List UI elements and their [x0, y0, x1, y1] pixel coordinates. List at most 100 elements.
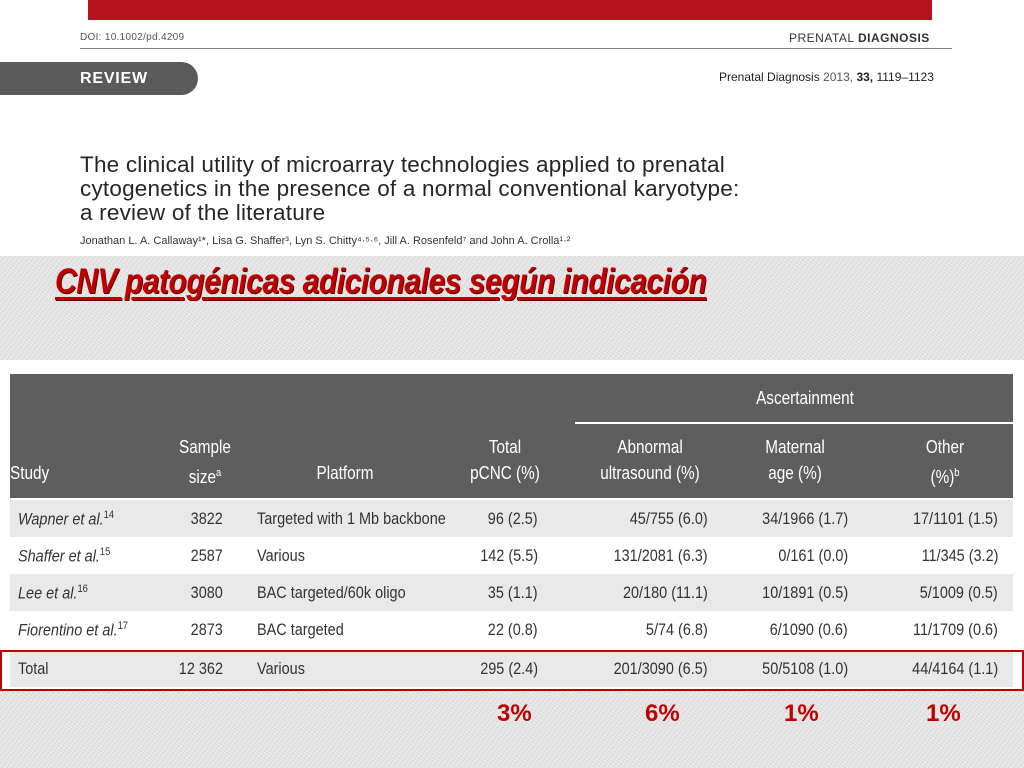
cell-study-name: Wapner et al. [18, 509, 104, 529]
cell-sample: 12 362 [178, 659, 223, 678]
header-other: Other (%)b [907, 434, 984, 490]
paper-authors: Jonathan L. A. Callaway¹*, Lisa G. Shaff… [80, 235, 571, 247]
cell-abnormal: 201/3090 (6.5) [613, 659, 708, 678]
cell-study: Fiorentino et al.17 [18, 620, 128, 641]
cell-study-ref: 17 [117, 620, 129, 632]
background-texture-bottom [0, 690, 1024, 768]
journal-name: PRENATAL DIAGNOSIS [789, 31, 930, 45]
percentage-other: 1% [926, 700, 961, 727]
header-abnormal-ultrasound: Abnormal ultrasound (%) [591, 434, 710, 486]
background-texture-band [0, 256, 1024, 360]
header-other-line-1: Other [925, 437, 965, 457]
header-other-line-2: (%)b [907, 460, 984, 490]
cell-study: Shaffer et al.15 [18, 546, 110, 567]
cell-maternal: 6/1090 (0.6) [770, 620, 848, 639]
header-maternal-line-1: Maternal [765, 437, 825, 457]
header-sample-line-2: sizea [167, 460, 244, 490]
header-abnormal-line-2: ultrasound (%) [600, 463, 700, 483]
header-sample-size: Sample sizea [167, 434, 244, 490]
table-row: Fiorentino et al.17 2873 BAC targeted 22… [10, 611, 1013, 648]
citation-pages: 1119–1123 [876, 70, 934, 84]
citation-journal: Prenatal Diagnosis [719, 70, 820, 84]
cell-study-name: Shaffer et al. [18, 546, 100, 566]
cell-study-ref: 16 [77, 583, 88, 595]
header-group-rule [575, 422, 1013, 424]
cell-other: 11/345 (3.2) [921, 546, 998, 565]
table-row: Shaffer et al.15 2587 Various 142 (5.5) … [10, 537, 1013, 574]
cell-other: 44/4164 (1.1) [912, 659, 998, 678]
cell-total: 96 (2.5) [488, 509, 538, 528]
cell-study-name: Lee et al. [18, 583, 78, 603]
slide-title: CNV patogénicas adicionales según indica… [55, 262, 707, 301]
cell-maternal: 10/1891 (0.5) [762, 583, 848, 602]
table-header: Ascertainment Study Sample sizea Platfor… [10, 374, 1013, 498]
header-study: Study [10, 463, 50, 483]
cell-total: 35 (1.1) [488, 583, 538, 602]
cell-study: Wapner et al.14 [18, 509, 114, 530]
cell-platform: Various [257, 546, 305, 565]
cell-study-ref: 14 [103, 509, 115, 521]
percentage-abnormal: 6% [645, 700, 680, 727]
cell-study: Lee et al.16 [18, 583, 88, 604]
header-other-sup: b [954, 467, 960, 479]
header-total: Total pCNC (%) [458, 434, 552, 486]
cell-other: 11/1709 (0.6) [913, 620, 998, 639]
review-label: REVIEW [80, 70, 148, 87]
journal-name-light: PRENATAL [789, 31, 855, 45]
cell-other: 17/1101 (1.5) [913, 509, 998, 528]
header-rule [80, 48, 952, 49]
header-total-line-1: Total [488, 437, 522, 457]
percentage-maternal: 1% [784, 700, 819, 727]
paper-title-line-3: a review of the literature [80, 200, 326, 225]
cell-study-name: Fiorentino et al. [18, 620, 118, 640]
header-platform: Platform [316, 463, 374, 483]
cell-abnormal: 45/755 (6.0) [630, 509, 708, 528]
total-row-highlight [0, 650, 1024, 691]
cell-maternal: 0/161 (0.0) [778, 546, 848, 565]
citation: Prenatal Diagnosis 2013, 33, 1119–1123 [719, 70, 934, 84]
cell-abnormal: 20/180 (11.1) [623, 583, 708, 602]
doi-text: DOI: 10.1002/pd.4209 [80, 32, 185, 43]
header-sample-sup: a [215, 467, 222, 479]
cell-platform: BAC targeted/60k oligo [257, 583, 406, 602]
citation-year: 2013, [823, 70, 854, 84]
journal-name-bold: DIAGNOSIS [857, 31, 930, 45]
cell-sample: 3822 [190, 509, 223, 528]
paper-title: The clinical utility of microarray techn… [80, 153, 960, 225]
background-texture-left [0, 0, 80, 256]
cell-total: 142 (5.5) [480, 546, 538, 565]
cell-sample: 2587 [190, 546, 223, 565]
cell-maternal: 34/1966 (1.7) [762, 509, 848, 528]
cell-platform: BAC targeted [257, 620, 344, 639]
cell-sample: 3080 [190, 583, 223, 602]
paper-title-line-2: cytogenetics in the presence of a normal… [80, 176, 740, 201]
cell-sample: 2873 [190, 620, 223, 639]
table-total-row: Total 12 362 Various 295 (2.4) 201/3090 … [10, 650, 1013, 687]
header-maternal-age: Maternal age (%) [748, 434, 842, 486]
header-maternal-line-2: age (%) [768, 463, 822, 483]
cell-study: Total [18, 659, 49, 678]
header-total-line-2: pCNC (%) [470, 463, 540, 483]
percentage-total: 3% [497, 700, 532, 727]
journal-red-bar [88, 0, 932, 20]
cell-platform: Targeted with 1 Mb backbone [257, 509, 446, 528]
paper-header-image: DOI: 10.1002/pd.4209 PRENATAL DIAGNOSIS … [0, 0, 1024, 256]
cell-study-ref: 15 [99, 546, 111, 558]
header-abnormal-line-1: Abnormal [617, 437, 683, 457]
cell-maternal: 50/5108 (1.0) [762, 659, 848, 678]
table-row: Wapner et al.14 3822 Targeted with 1 Mb … [10, 500, 1013, 537]
citation-volume: 33, [856, 70, 874, 84]
table-row: Lee et al.16 3080 BAC targeted/60k oligo… [10, 574, 1013, 611]
header-other-text: (%) [930, 467, 955, 487]
paper-title-line-1: The clinical utility of microarray techn… [80, 152, 725, 177]
cell-total: 22 (0.8) [488, 620, 538, 639]
cell-abnormal: 131/2081 (6.3) [613, 546, 708, 565]
cell-platform: Various [257, 659, 305, 678]
header-sample-line-1: Sample [179, 437, 231, 457]
header-ascertainment: Ascertainment [756, 388, 854, 408]
review-tab [0, 62, 198, 95]
results-table: Ascertainment Study Sample sizea Platfor… [10, 374, 1013, 687]
cell-total: 295 (2.4) [480, 659, 538, 678]
cell-abnormal: 5/74 (6.8) [646, 620, 708, 639]
header-sample-text: size [188, 467, 216, 487]
